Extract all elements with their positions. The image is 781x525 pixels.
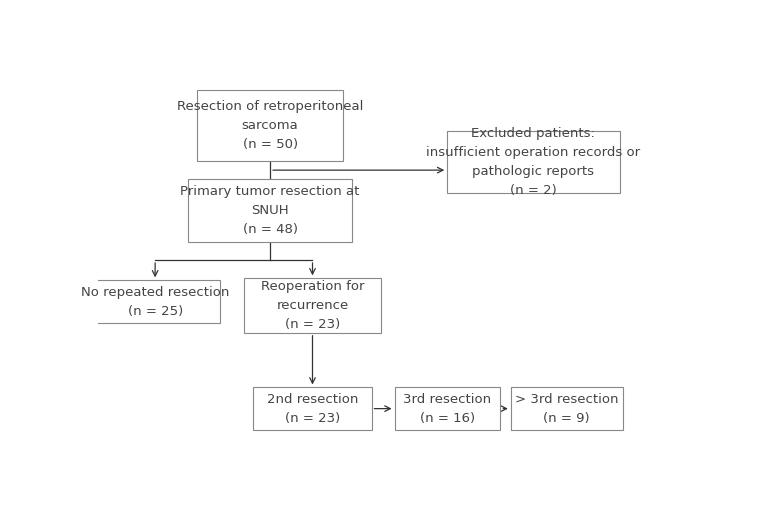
FancyBboxPatch shape [188, 179, 351, 242]
FancyBboxPatch shape [90, 280, 220, 323]
Text: Resection of retroperitoneal
sarcoma
(n = 50): Resection of retroperitoneal sarcoma (n … [177, 100, 363, 151]
FancyBboxPatch shape [394, 387, 501, 430]
FancyBboxPatch shape [244, 278, 380, 333]
Text: Reoperation for
recurrence
(n = 23): Reoperation for recurrence (n = 23) [261, 280, 364, 331]
FancyBboxPatch shape [254, 387, 372, 430]
Text: 3rd resection
(n = 16): 3rd resection (n = 16) [404, 393, 491, 425]
Text: Excluded patients:
insufficient operation records or
pathologic reports
(n = 2): Excluded patients: insufficient operatio… [426, 127, 640, 197]
Text: Primary tumor resection at
SNUH
(n = 48): Primary tumor resection at SNUH (n = 48) [180, 185, 360, 236]
FancyBboxPatch shape [198, 90, 343, 161]
FancyBboxPatch shape [448, 131, 619, 193]
Text: 2nd resection
(n = 23): 2nd resection (n = 23) [267, 393, 358, 425]
FancyBboxPatch shape [511, 387, 622, 430]
Text: No repeated resection
(n = 25): No repeated resection (n = 25) [81, 286, 230, 318]
Text: > 3rd resection
(n = 9): > 3rd resection (n = 9) [515, 393, 619, 425]
